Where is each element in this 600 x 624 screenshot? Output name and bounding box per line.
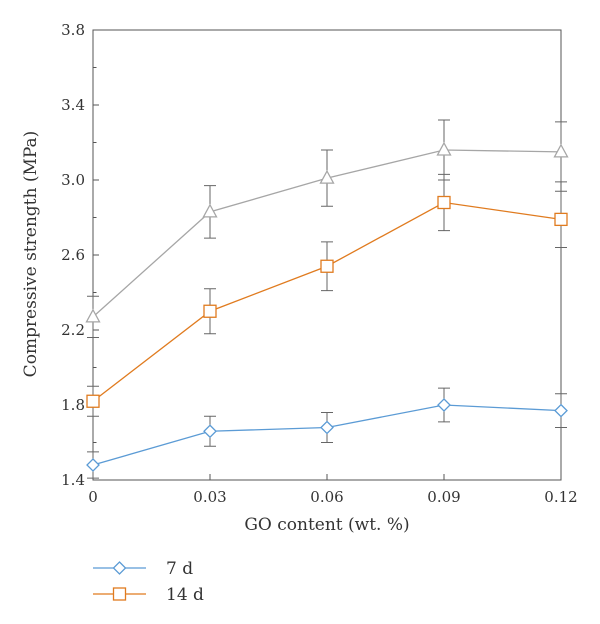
legend-marker [112, 587, 127, 601]
x-axis-label: GO content (wt. %) [244, 515, 409, 535]
x-tick-label: 0.03 [193, 488, 226, 506]
data-point [320, 420, 334, 435]
data-point [203, 424, 217, 439]
x-tick-label: 0.09 [427, 488, 460, 506]
data-point [203, 304, 217, 318]
data-point [86, 458, 100, 472]
data-point [553, 143, 569, 158]
data-point [202, 203, 218, 218]
legend-label: 7 d [166, 559, 193, 579]
y-tick-label: 2.2 [61, 321, 85, 339]
x-tick-label: 0.12 [544, 488, 577, 506]
legend-marker [112, 561, 127, 575]
data-point [320, 259, 334, 273]
series-3 [85, 119, 569, 338]
data-point [437, 398, 451, 412]
y-tick-label: 1.8 [61, 396, 85, 414]
y-tick-label: 3.4 [61, 96, 85, 114]
data-point [436, 141, 452, 156]
data-point [319, 169, 335, 184]
data-point [86, 394, 100, 408]
plot-area: 1.4 1.8 2.2 2.6 3.0 3.4 3.8 0 0.03 0.06 0.09 0.12 [61, 21, 578, 506]
data-point [554, 403, 568, 418]
y-tick-label: 3.8 [61, 21, 85, 39]
data-point [437, 195, 451, 210]
series-2 [86, 173, 568, 417]
data-point [85, 308, 101, 323]
data-point [554, 212, 568, 227]
series-line [92, 201, 562, 402]
x-tick-label: 0.06 [310, 488, 343, 506]
series-1 [86, 387, 568, 479]
y-tick-label: 1.4 [61, 471, 85, 489]
legend-label: 14 d [166, 585, 204, 605]
legend: 7 d 14 d [93, 559, 204, 605]
y-axis-label: Compressive strength (MPa) [21, 131, 41, 378]
x-tick-label: 0 [88, 488, 98, 506]
y-tick-label: 3.0 [61, 171, 85, 189]
y-tick-label: 2.6 [61, 246, 85, 264]
